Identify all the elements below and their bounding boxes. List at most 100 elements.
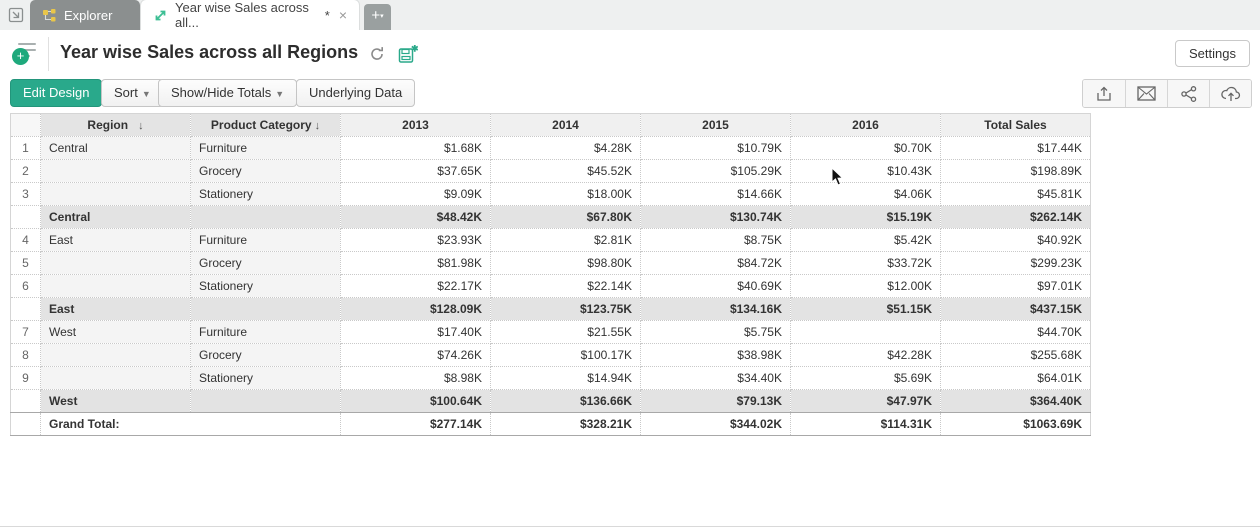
value-cell[interactable]: $37.65K: [340, 159, 491, 183]
new-tab-button[interactable]: +▾: [364, 4, 391, 30]
value-cell[interactable]: $328.21K: [490, 412, 641, 436]
value-cell[interactable]: $128.09K: [340, 297, 491, 321]
region-cell[interactable]: [40, 343, 191, 367]
value-cell[interactable]: [790, 320, 941, 344]
sort-button[interactable]: Sort ▼: [101, 79, 164, 107]
value-cell[interactable]: $97.01K: [940, 274, 1091, 298]
value-cell[interactable]: $130.74K: [640, 205, 791, 229]
column-header-total-sales[interactable]: Total Sales: [940, 113, 1091, 137]
value-cell[interactable]: $344.02K: [640, 412, 791, 436]
value-cell[interactable]: $48.42K: [340, 205, 491, 229]
tab-explorer[interactable]: Explorer: [30, 0, 140, 30]
value-cell[interactable]: $40.69K: [640, 274, 791, 298]
category-cell[interactable]: Grocery: [190, 159, 341, 183]
value-cell[interactable]: $14.66K: [640, 182, 791, 206]
value-cell[interactable]: $21.55K: [490, 320, 641, 344]
value-cell[interactable]: $98.80K: [490, 251, 641, 275]
region-cell[interactable]: East: [40, 228, 191, 252]
underlying-data-button[interactable]: Underlying Data: [296, 79, 416, 107]
region-cell[interactable]: [40, 159, 191, 183]
region-cell[interactable]: West: [40, 389, 191, 413]
refresh-icon[interactable]: [368, 45, 386, 63]
category-cell[interactable]: Stationery: [190, 182, 341, 206]
region-cell[interactable]: [40, 251, 191, 275]
value-cell[interactable]: $198.89K: [940, 159, 1091, 183]
category-cell[interactable]: Grocery: [190, 251, 341, 275]
value-cell[interactable]: $9.09K: [340, 182, 491, 206]
region-cell[interactable]: Central: [40, 205, 191, 229]
value-cell[interactable]: $5.75K: [640, 320, 791, 344]
value-cell[interactable]: $100.17K: [490, 343, 641, 367]
value-cell[interactable]: $123.75K: [490, 297, 641, 321]
sort-desc-icon[interactable]: ↓: [138, 120, 144, 132]
value-cell[interactable]: $17.40K: [340, 320, 491, 344]
value-cell[interactable]: $22.17K: [340, 274, 491, 298]
value-cell[interactable]: $4.06K: [790, 182, 941, 206]
region-cell[interactable]: [40, 366, 191, 390]
region-cell[interactable]: [40, 274, 191, 298]
column-header-2014[interactable]: 2014: [490, 113, 641, 137]
category-cell[interactable]: [190, 389, 341, 413]
value-cell[interactable]: $8.98K: [340, 366, 491, 390]
value-cell[interactable]: $134.16K: [640, 297, 791, 321]
category-cell[interactable]: Stationery: [190, 274, 341, 298]
tab-report-active[interactable]: Year wise Sales across all... * ×: [141, 0, 359, 30]
value-cell[interactable]: $114.31K: [790, 412, 941, 436]
settings-button[interactable]: Settings: [1175, 40, 1250, 67]
collapse-panel-icon[interactable]: [4, 3, 28, 27]
value-cell[interactable]: $262.14K: [940, 205, 1091, 229]
value-cell[interactable]: $79.13K: [640, 389, 791, 413]
value-cell[interactable]: $136.66K: [490, 389, 641, 413]
value-cell[interactable]: $38.98K: [640, 343, 791, 367]
value-cell[interactable]: $45.81K: [940, 182, 1091, 206]
export-icon[interactable]: [1083, 80, 1125, 107]
column-header-2016[interactable]: 2016: [790, 113, 941, 137]
column-header-2015[interactable]: 2015: [640, 113, 791, 137]
value-cell[interactable]: $4.28K: [490, 136, 641, 160]
value-cell[interactable]: $33.72K: [790, 251, 941, 275]
category-cell[interactable]: Grocery: [190, 343, 341, 367]
value-cell[interactable]: $14.94K: [490, 366, 641, 390]
value-cell[interactable]: $22.14K: [490, 274, 641, 298]
value-cell[interactable]: $40.92K: [940, 228, 1091, 252]
value-cell[interactable]: $8.75K: [640, 228, 791, 252]
add-view-menu-icon[interactable]: +: [12, 40, 40, 68]
column-header-region[interactable]: Region ↓: [40, 113, 191, 137]
value-cell[interactable]: $1063.69K: [940, 412, 1091, 436]
category-cell[interactable]: [190, 205, 341, 229]
category-cell[interactable]: [190, 297, 341, 321]
region-cell[interactable]: West: [40, 320, 191, 344]
value-cell[interactable]: $1.68K: [340, 136, 491, 160]
value-cell[interactable]: $23.93K: [340, 228, 491, 252]
share-icon[interactable]: [1167, 80, 1209, 107]
value-cell[interactable]: $100.64K: [340, 389, 491, 413]
show-hide-totals-button[interactable]: Show/Hide Totals ▼: [158, 79, 298, 107]
value-cell[interactable]: $81.98K: [340, 251, 491, 275]
value-cell[interactable]: $105.29K: [640, 159, 791, 183]
value-cell[interactable]: $45.52K: [490, 159, 641, 183]
region-cell[interactable]: Central: [40, 136, 191, 160]
value-cell[interactable]: $2.81K: [490, 228, 641, 252]
category-cell[interactable]: Furniture: [190, 320, 341, 344]
value-cell[interactable]: $34.40K: [640, 366, 791, 390]
value-cell[interactable]: $0.70K: [790, 136, 941, 160]
value-cell[interactable]: $74.26K: [340, 343, 491, 367]
value-cell[interactable]: $5.69K: [790, 366, 941, 390]
value-cell[interactable]: $17.44K: [940, 136, 1091, 160]
value-cell[interactable]: $364.40K: [940, 389, 1091, 413]
value-cell[interactable]: $47.97K: [790, 389, 941, 413]
value-cell[interactable]: $67.80K: [490, 205, 641, 229]
edit-design-button[interactable]: Edit Design: [10, 79, 103, 107]
value-cell[interactable]: $299.23K: [940, 251, 1091, 275]
value-cell[interactable]: $255.68K: [940, 343, 1091, 367]
column-header-product-category[interactable]: Product Category ↓: [190, 113, 341, 137]
value-cell[interactable]: $10.43K: [790, 159, 941, 183]
value-cell[interactable]: $277.14K: [340, 412, 491, 436]
value-cell[interactable]: $84.72K: [640, 251, 791, 275]
value-cell[interactable]: $5.42K: [790, 228, 941, 252]
email-icon[interactable]: [1125, 80, 1167, 107]
value-cell[interactable]: $437.15K: [940, 297, 1091, 321]
value-cell[interactable]: $15.19K: [790, 205, 941, 229]
category-cell[interactable]: Furniture: [190, 136, 341, 160]
value-cell[interactable]: $42.28K: [790, 343, 941, 367]
